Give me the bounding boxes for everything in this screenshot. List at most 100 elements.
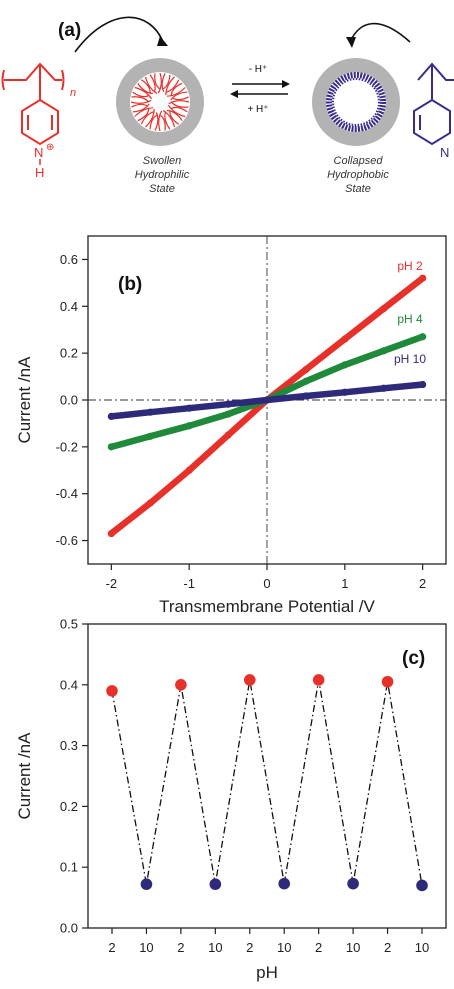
y-ticks: 0.0 0.1 0.2 0.3 0.4 0.5	[60, 617, 88, 936]
panel-b-label: (b)	[118, 274, 142, 295]
y-tick-label: 0.0	[60, 921, 78, 936]
polymer-brush	[165, 79, 180, 94]
data-point	[224, 410, 232, 418]
polymer-brush	[149, 114, 159, 130]
caption-line: Swollen	[143, 155, 182, 167]
neutral-polymer-structure	[413, 62, 454, 146]
data-point	[341, 335, 349, 343]
panel-c-label: (c)	[402, 648, 425, 669]
x-tick-label: 10	[346, 940, 360, 955]
series-group	[107, 274, 427, 538]
polymer-brush	[132, 91, 150, 98]
x-tick-label: -2	[106, 576, 118, 591]
polymer-brush	[170, 106, 188, 113]
swollen-pore-icon	[116, 58, 204, 146]
series-label: pH 2	[397, 259, 423, 273]
x-tick-label: 2	[177, 940, 184, 955]
polymer-brush	[134, 107, 154, 117]
data-point	[419, 274, 427, 282]
collapsed-pore-icon	[312, 58, 400, 146]
polymer-brush	[165, 76, 175, 96]
series-label: pH 10	[394, 352, 426, 366]
data-point	[107, 412, 115, 420]
caption-line: Hydrophobic	[327, 169, 389, 181]
polymer-brush	[149, 74, 156, 93]
deprotonation-label: - H⁺	[249, 64, 268, 75]
data-point	[341, 361, 349, 369]
data-point	[175, 679, 187, 691]
panel-b-iv-chart: -2 -1 0 1 2 -0.6-0.4-0.20.00.20.40.6 pH 2pH …	[15, 235, 447, 616]
data-point	[347, 877, 359, 890]
y-tick-label: -0.2	[56, 439, 78, 454]
data-point	[302, 365, 310, 374]
polymer-brush	[137, 108, 150, 122]
polymer-brush	[140, 110, 155, 125]
data-point	[224, 431, 232, 439]
y-ticks: -0.6 -0.4 -0.2 0.0 0.2 0.4 0.6	[56, 252, 88, 548]
series-labels: pH 2 pH 4 pH 10	[394, 259, 426, 366]
caption-line: Collapsed	[334, 155, 384, 167]
polymer-brush	[154, 112, 159, 131]
polymer-brush	[168, 100, 190, 105]
pyridinium-nitrogen: N	[34, 145, 43, 160]
data-point	[185, 422, 193, 430]
data-point	[185, 404, 193, 412]
dash-dot-connector	[111, 679, 423, 886]
polymer-brush	[170, 82, 183, 96]
polymer-brush	[161, 73, 166, 92]
x-ticks: 2 10 2 10 2 10 2 10 2 10	[108, 928, 429, 955]
plot-frame	[87, 623, 447, 929]
data-point	[380, 347, 388, 355]
x-tick-label: 10	[415, 940, 429, 955]
polymer-brush	[132, 103, 150, 113]
x-ticks: -2 -1 0 1 2	[106, 564, 426, 591]
x-tick-label: 10	[277, 940, 291, 955]
x-tick-label: -1	[183, 576, 195, 591]
polymer-brush	[137, 83, 154, 95]
curved-arrow-right	[349, 22, 411, 43]
data-point	[107, 529, 115, 538]
data-point	[302, 377, 310, 385]
y-tick-label: 0.3	[60, 738, 78, 753]
data-point	[140, 878, 153, 891]
polymer-brush	[158, 110, 163, 132]
x-tick-label: 1	[341, 576, 348, 591]
repeat-unit-subscript: n	[70, 87, 76, 99]
polymer-brush	[141, 79, 151, 94]
y-tick-label: 0.0	[60, 393, 78, 408]
polymer-brush	[164, 111, 171, 130]
polymer-brush	[161, 74, 171, 90]
data-point	[419, 380, 427, 389]
data-point	[419, 333, 427, 341]
panel-c-switching-chart: 2 10 2 10 2 10 2 10 2 10 0.0 0.1 0.2 0.3 0.4 0.5 (c) p…	[15, 617, 447, 982]
y-tick-label: 0.5	[60, 617, 78, 632]
polymer-brush	[170, 91, 188, 101]
caption-line: State	[345, 183, 371, 195]
data-points	[106, 674, 428, 892]
polymer-brush	[131, 103, 149, 108]
data-point	[381, 675, 394, 688]
data-point	[302, 392, 310, 400]
polymer-brush	[154, 73, 161, 90]
data-point	[380, 384, 388, 392]
x-tick-label: 0	[263, 576, 270, 591]
x-tick-label: 2	[315, 940, 322, 955]
data-point	[107, 443, 115, 451]
x-tick-label: 10	[208, 940, 222, 955]
polymer-brush	[166, 87, 186, 97]
data-point	[146, 432, 154, 440]
polymer-brush	[144, 76, 158, 95]
y-tick-label: 0.2	[60, 799, 78, 814]
data-point	[380, 305, 388, 313]
series-label: pH 4	[397, 312, 423, 326]
data-point	[341, 388, 349, 396]
panel-a-schematic: (a) n N ⊕ H - H⁺	[1, 16, 454, 195]
polymer-brush	[162, 109, 176, 128]
y-tick-label: 0.1	[60, 860, 78, 875]
polymer-brush	[167, 104, 186, 118]
data-point	[278, 877, 291, 890]
pyridine-nitrogen: N	[440, 145, 449, 160]
y-axis-label: Current /nA	[15, 732, 34, 820]
polymer-brush	[130, 99, 152, 104]
